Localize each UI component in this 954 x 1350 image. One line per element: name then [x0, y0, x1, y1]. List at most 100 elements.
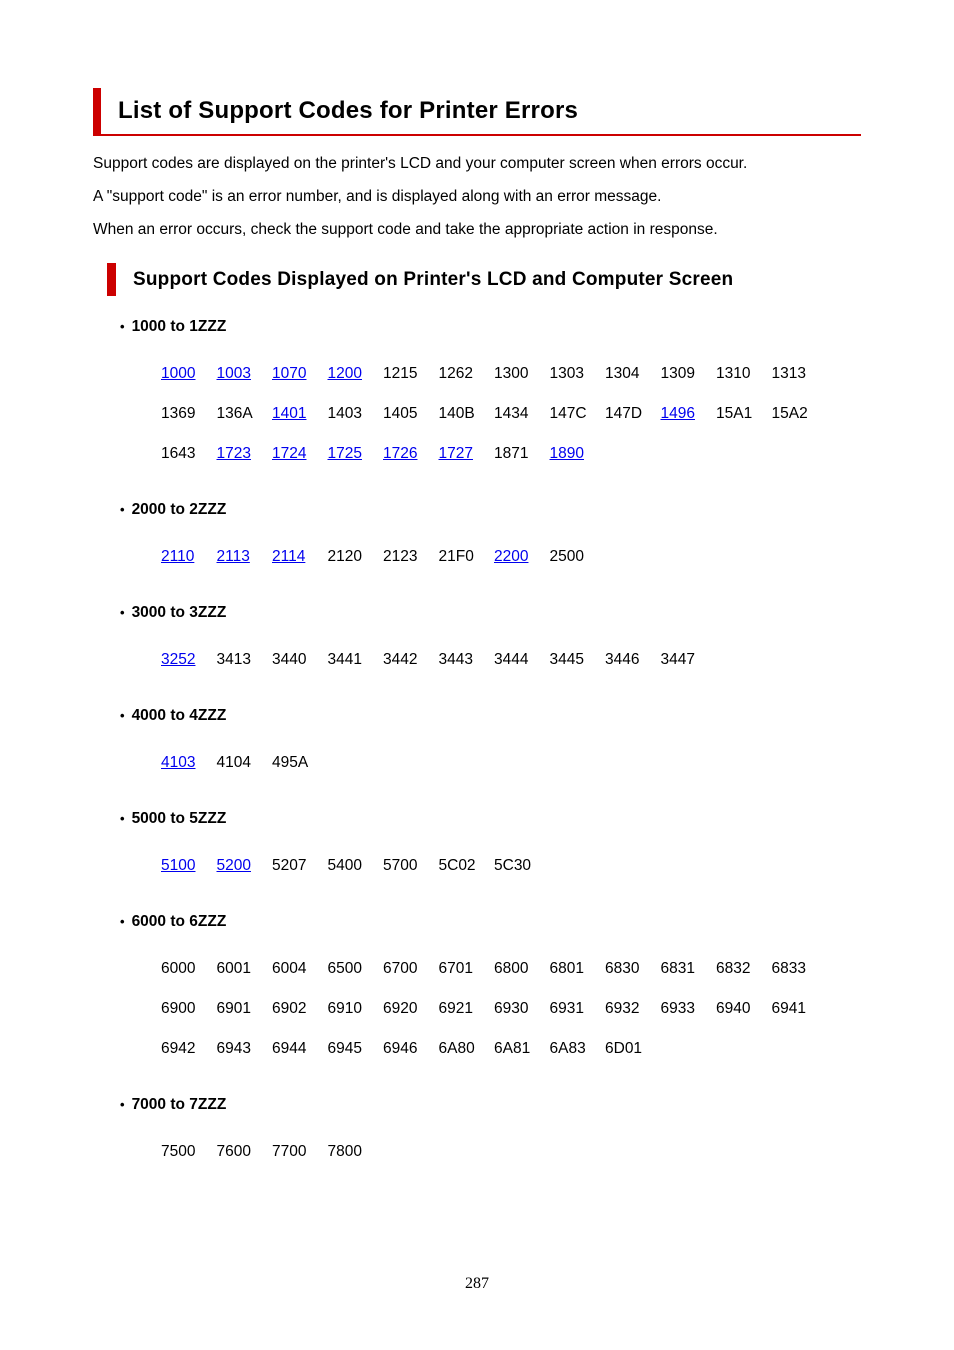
support-code: 6944	[272, 1040, 307, 1057]
support-code: 6801	[549, 960, 584, 977]
support-code: 1313	[771, 365, 806, 382]
support-code: 1871	[494, 445, 529, 462]
support-code-link[interactable]: 5200	[216, 857, 251, 874]
support-code: 6932	[605, 1000, 640, 1017]
code-row: 5100 5200 5207 5400 5700 5C02 5C30	[161, 857, 861, 875]
code-row: 2110 2113 2114 2120 2123 21F0 2200 2500	[161, 548, 861, 566]
section-heading-block: Support Codes Displayed on Printer's LCD…	[93, 263, 861, 296]
code-range-label: 4000 to 4ZZZ	[131, 707, 227, 724]
support-code-link[interactable]: 1401	[272, 405, 307, 422]
support-code: 6830	[605, 960, 640, 977]
support-code: 3444	[494, 651, 529, 668]
support-code: 6930	[494, 1000, 529, 1017]
code-row: 4103 4104 495A	[161, 754, 861, 772]
support-code: 15A2	[771, 405, 808, 422]
page-header: List of Support Codes for Printer Errors	[93, 88, 861, 136]
intro-paragraphs: Support codes are displayed on the print…	[93, 155, 861, 239]
bullet-icon: •	[120, 319, 125, 334]
support-code-link[interactable]: 2110	[161, 548, 195, 565]
bullet-icon: •	[120, 708, 125, 723]
support-code: 6001	[216, 960, 251, 977]
support-code: 1310	[716, 365, 751, 382]
support-code: 1369	[161, 405, 196, 422]
support-code: 5C30	[494, 857, 532, 874]
code-range-label-row: • 7000 to 7ZZZ	[93, 1096, 861, 1114]
support-code-link[interactable]: 4103	[161, 754, 196, 771]
support-code: 7500	[161, 1143, 196, 1160]
support-code-link[interactable]: 2200	[494, 548, 529, 565]
support-codes-section: Support Codes Displayed on Printer's LCD…	[93, 263, 861, 1161]
support-code-link[interactable]: 1725	[327, 445, 362, 462]
support-code: 5C02	[438, 857, 476, 874]
code-row: 1369 136A 1401 1403 1405 140B 1434 147C 147D 1496…	[161, 405, 861, 423]
support-code-link[interactable]: 2114	[272, 548, 306, 565]
section-accent-bar	[107, 263, 116, 296]
support-code: 6910	[327, 1000, 362, 1017]
support-code-link[interactable]: 5100	[161, 857, 196, 874]
support-code-link[interactable]: 1000	[161, 365, 196, 382]
page-title-block: List of Support Codes for Printer Errors	[93, 88, 861, 134]
support-code: 1303	[549, 365, 584, 382]
support-code: 6004	[272, 960, 307, 977]
support-code-link[interactable]: 1496	[660, 405, 695, 422]
support-code: 3443	[438, 651, 473, 668]
support-code: 3446	[605, 651, 640, 668]
support-code-link[interactable]: 1890	[549, 445, 584, 462]
support-code: 15A1	[716, 405, 753, 422]
support-code: 6A83	[549, 1040, 586, 1057]
section-heading: Support Codes Displayed on Printer's LCD…	[133, 268, 734, 290]
code-group: • 3000 to 3ZZZ 3252 3413 3440 3441 3442 3443 344…	[93, 604, 861, 669]
support-code: 1403	[327, 405, 362, 422]
support-code: 3441	[327, 651, 362, 668]
support-code: 1262	[438, 365, 473, 382]
support-code: 6701	[438, 960, 473, 977]
title-accent-bar	[93, 88, 101, 134]
bullet-icon: •	[120, 1097, 125, 1112]
code-row: 1643 1723 1724 1725 1726 1727 1871 1890	[161, 445, 861, 463]
support-code: 6D01	[605, 1040, 643, 1057]
support-code: 6920	[383, 1000, 418, 1017]
code-range-label-row: • 1000 to 1ZZZ	[93, 318, 861, 336]
support-code-link[interactable]: 2113	[216, 548, 250, 565]
code-row: 3252 3413 3440 3441 3442 3443 3444 3445 3446 3447	[161, 651, 861, 669]
support-code: 6942	[161, 1040, 196, 1057]
support-code: 6700	[383, 960, 418, 977]
support-code-link[interactable]: 1003	[216, 365, 251, 382]
support-code: 6921	[438, 1000, 473, 1017]
code-range-label-row: • 3000 to 3ZZZ	[93, 604, 861, 622]
support-code: 5400	[327, 857, 362, 874]
title-rule	[93, 134, 861, 136]
code-row: 6000 6001 6004 6500 6700 6701 6800 6801 6830 6831…	[161, 960, 861, 978]
support-code-link[interactable]: 1070	[272, 365, 307, 382]
code-range-label: 7000 to 7ZZZ	[131, 1096, 227, 1113]
support-code: 3445	[549, 651, 584, 668]
support-code: 6901	[216, 1000, 251, 1017]
support-code: 6A80	[438, 1040, 475, 1057]
support-code: 6500	[327, 960, 362, 977]
support-code: 7800	[327, 1143, 362, 1160]
support-code-link[interactable]: 3252	[161, 651, 196, 668]
support-code-link[interactable]: 1727	[438, 445, 473, 462]
support-code-link[interactable]: 1726	[383, 445, 418, 462]
intro-paragraph-3: When an error occurs, check the support …	[93, 221, 718, 238]
support-code-link[interactable]: 1723	[216, 445, 251, 462]
support-code: 2500	[549, 548, 584, 565]
support-code-link[interactable]: 1724	[272, 445, 307, 462]
support-code: 3440	[272, 651, 307, 668]
support-code: 6933	[660, 1000, 695, 1017]
code-groups: • 1000 to 1ZZZ 1000 1003 1070 1200 1215 1262 130…	[93, 318, 861, 1161]
code-range-label-row: • 4000 to 4ZZZ	[93, 707, 861, 725]
support-code: 2120	[327, 548, 362, 565]
support-code: 6000	[161, 960, 196, 977]
code-range-label-row: • 5000 to 5ZZZ	[93, 810, 861, 828]
intro-paragraph-1: Support codes are displayed on the print…	[93, 155, 748, 172]
support-code: 1309	[660, 365, 695, 382]
support-code-link[interactable]: 1200	[327, 365, 362, 382]
support-code: 6A81	[494, 1040, 531, 1057]
support-code: 7700	[272, 1143, 307, 1160]
support-code: 6832	[716, 960, 751, 977]
bullet-icon: •	[120, 914, 125, 929]
support-code: 6946	[383, 1040, 418, 1057]
support-code: 2123	[383, 548, 418, 565]
support-code: 3442	[383, 651, 418, 668]
